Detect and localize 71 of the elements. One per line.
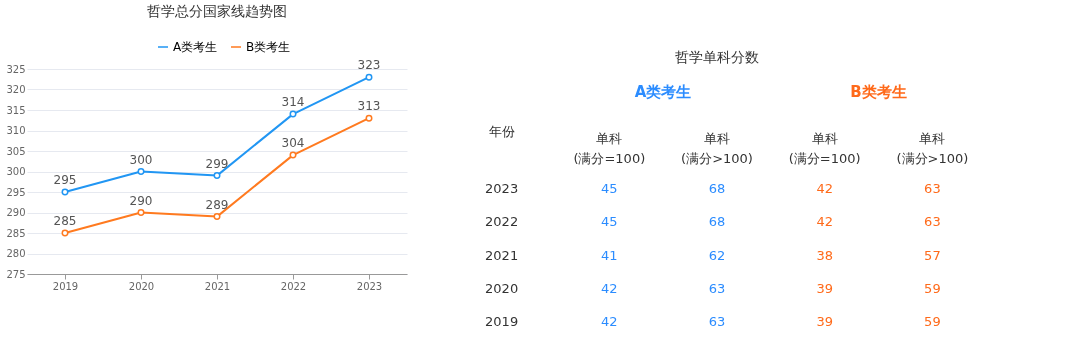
x-tick-label: 2022 [280, 280, 307, 292]
y-tick-label: 285 [6, 227, 26, 239]
text: B类考生 [850, 83, 907, 102]
data-label: 63 [708, 281, 726, 296]
y-tick-label: 280 [6, 248, 26, 259]
data-label: 42 [601, 314, 618, 330]
data-label: 63 [924, 181, 941, 196]
y-tick-label: 315 [6, 104, 26, 116]
data-label: 300 [129, 152, 153, 167]
point [137, 209, 145, 216]
y-axis-title: 年份 [488, 124, 515, 140]
chart-title: 哲学单科分数 [675, 49, 759, 65]
data-label: 42 [816, 214, 833, 230]
data-label: 68 [708, 214, 726, 230]
data-label: 57 [924, 247, 941, 263]
data-label: 323 [357, 58, 381, 73]
y-tick-label: 275 [6, 268, 26, 280]
chart-title: 哲学总分国家线趋势图 [147, 3, 287, 20]
data-label: 39 [816, 314, 833, 330]
x-tick-label: 单科 (满分>100) [681, 131, 753, 166]
x-tick-label: 单科 (满分=100) [573, 131, 646, 166]
data-label: 42 [816, 181, 833, 196]
x-tick-label: 2020 [128, 280, 155, 292]
data-label: 41 [601, 247, 618, 263]
point [289, 110, 297, 118]
point [61, 229, 69, 237]
data-label: 45 [601, 181, 618, 196]
data-label: 295 [53, 173, 77, 187]
y-tick-label: 295 [6, 186, 26, 198]
data-label: 304 [281, 136, 305, 151]
data-label: 314 [281, 95, 305, 110]
y-tick-label: 325 [6, 63, 26, 75]
legend-label: B类考生 [246, 40, 291, 54]
point [213, 213, 221, 221]
y-tick-label: 2022 [485, 214, 519, 230]
point [137, 168, 145, 175]
y-tick-label: 320 [6, 84, 26, 95]
data-label: 59 [924, 314, 941, 330]
data-label: 289 [205, 197, 229, 212]
data-label: 62 [708, 247, 726, 263]
data-label: 38 [816, 247, 833, 263]
y-tick-label: 310 [6, 125, 26, 136]
data-label: 290 [129, 193, 153, 208]
point [289, 151, 297, 159]
data-label: 68 [708, 181, 726, 196]
x-tick-label: 单科 (满分=100) [788, 131, 861, 166]
data-label: 45 [601, 214, 618, 230]
point [61, 188, 69, 196]
x-tick-label: 2023 [356, 280, 383, 292]
data-label: 59 [924, 281, 941, 296]
data-label: 313 [357, 99, 381, 114]
text: A类考生 [634, 83, 692, 102]
x-tick-label: 单科 (满分>100) [896, 131, 969, 166]
point [365, 73, 373, 81]
data-label: 285 [53, 214, 77, 228]
point [365, 114, 373, 122]
y-tick-label: 2021 [485, 247, 519, 263]
point [213, 172, 221, 180]
data-label: 63 [708, 314, 726, 330]
y-tick-label: 2019 [485, 314, 519, 330]
data-label: 39 [816, 281, 833, 296]
y-tick-label: 305 [6, 145, 26, 157]
legend-label: A类考生 [173, 40, 218, 54]
y-tick-label: 300 [6, 166, 26, 177]
y-tick-label: 2023 [485, 181, 519, 196]
data-label: 63 [924, 214, 941, 230]
x-tick-label: 2021 [204, 280, 231, 292]
data-label: 299 [205, 156, 229, 171]
data-label: 42 [601, 281, 618, 296]
y-tick-label: 290 [6, 207, 26, 218]
x-tick-label: 2019 [52, 280, 79, 292]
